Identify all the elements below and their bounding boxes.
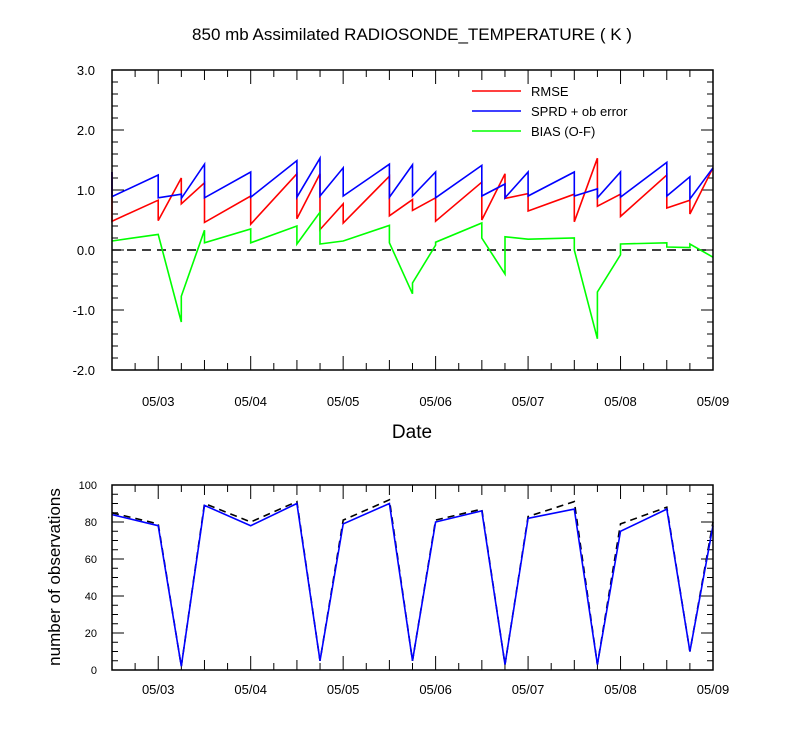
x-tick-label: 05/09 [697,682,730,697]
y-tick-label: -2.0 [73,363,95,378]
top-x-axis-label: Date [392,422,432,443]
bottom-y-tick-labels: 100 80 60 40 20 0 [79,480,97,677]
y-tick-label: 1.0 [77,183,95,198]
y-tick-label: 20 [85,628,97,640]
y-tick-label: -1.0 [73,303,95,318]
y-tick-label: 0.0 [77,243,95,258]
bottom-plot-frame [111,484,714,671]
y-tick-label: 80 [85,517,97,529]
top-y-tick-labels: 3.0 2.0 1.0 0.0 -1.0 -2.0 [73,63,95,378]
x-tick-label: 05/06 [419,682,452,697]
x-tick-label: 05/08 [604,394,637,409]
x-tick-label: 05/06 [419,394,452,409]
y-tick-label: 40 [85,591,97,603]
top-panel: 850 mb Assimilated RADIOSONDE_TEMPERATUR… [73,25,730,443]
y-tick-label: 3.0 [77,63,95,78]
series-line-sprd-ob-error [111,155,714,202]
x-tick-label: 05/05 [327,394,360,409]
top-x-tick-labels: 05/03 05/04 05/05 05/06 05/07 05/08 05/09 [142,394,729,409]
y-tick-label: 0 [91,665,97,677]
y-tick-label: 60 [85,554,97,566]
x-tick-label: 05/07 [512,682,545,697]
bottom-axis-ticks [111,484,714,671]
obs-line-solid [111,502,714,667]
x-tick-label: 05/04 [234,682,267,697]
x-tick-label: 05/03 [142,682,175,697]
x-tick-label: 05/08 [604,682,637,697]
top-legend: RMSE SPRD + ob error BIAS (O-F) [472,84,628,139]
bottom-x-tick-labels: 05/03 05/04 05/05 05/06 05/07 05/08 05/09 [142,682,729,697]
x-tick-label: 05/07 [512,394,545,409]
top-chart-title: 850 mb Assimilated RADIOSONDE_TEMPERATUR… [192,25,632,44]
top-plot-frame [111,69,714,371]
legend-label-sprd-ob-error: SPRD + ob error [531,104,628,119]
series-line-bias-o-f [111,209,714,340]
legend-label-rmse: RMSE [531,84,569,99]
x-tick-label: 05/05 [327,682,360,697]
y-tick-label: 2.0 [77,123,95,138]
x-tick-label: 05/04 [234,394,267,409]
bottom-series-lines [111,498,714,667]
top-axis-ticks [111,69,714,371]
legend-label-bias-o-f: BIAS (O-F) [531,124,595,139]
top-series-lines [111,155,714,340]
y-tick-label: 100 [79,480,97,492]
bottom-y-axis-label: number of observations [45,488,64,666]
x-tick-label: 05/09 [697,394,730,409]
x-tick-label: 05/03 [142,394,175,409]
